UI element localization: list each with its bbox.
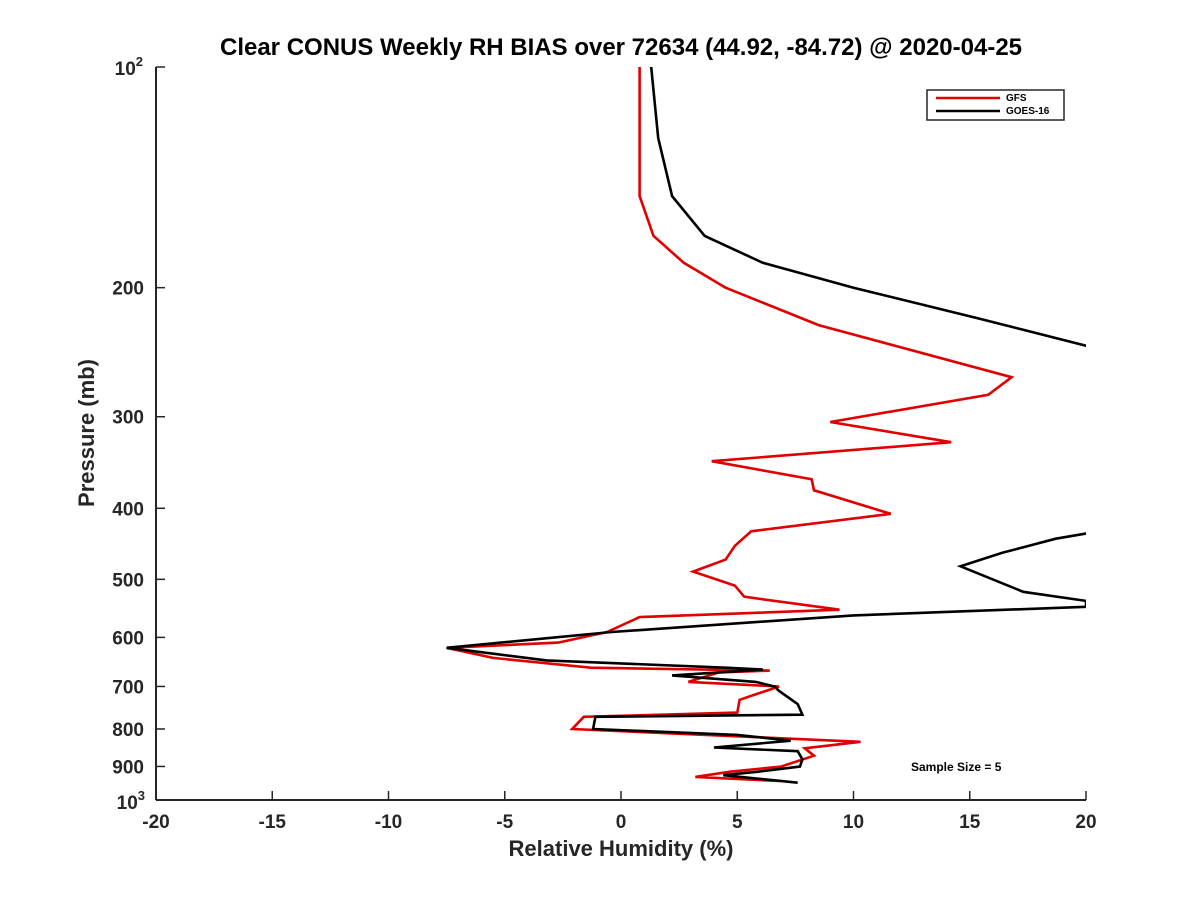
series-line-goes16 [446,67,1086,784]
ticks-layer: -20 -15 -10 -5 0 5 10 15 20 200 300 400 500 600 700 800… [112,66,1097,833]
y-tick-label: 600 [112,628,144,649]
x-tick-label: 10 [843,812,864,833]
y-axis-label: Pressure (mb) [74,359,99,507]
x-tick-label: 15 [959,812,981,833]
sample-size-annotation: Sample Size = 5 [911,760,1002,774]
legend-label-goes16: GOES-16 [1006,106,1050,117]
chart-title: Clear CONUS Weekly RH BIAS over 72634 (4… [220,34,1022,61]
y-tick-label: 300 [112,408,144,429]
x-tick-label: 0 [616,812,627,833]
legend: GFS GOES-16 [926,89,1065,121]
y-tick-label: 400 [112,499,144,520]
series-line-gfs [446,67,1015,783]
y-tick-label: 800 [112,720,144,741]
x-tick-label: -20 [142,812,169,833]
legend-box [926,89,1065,121]
x-tick-label: 5 [732,812,743,833]
x-axis-label: Relative Humidity (%) [509,836,734,861]
x-tick-label: -10 [375,812,402,833]
series-layer [446,67,1086,784]
legend-label-gfs: GFS [1006,93,1027,104]
x-tick-label: -5 [496,812,513,833]
y-tick-label-min: 102 [115,54,143,80]
y-tick-label-max: 103 [117,788,145,814]
plot-area [156,67,1086,800]
y-tick-label: 200 [112,279,144,300]
x-tick-label: 20 [1075,812,1096,833]
y-tick-label: 500 [112,570,144,591]
y-tick-label: 700 [112,677,144,698]
y-tick-label: 900 [112,757,144,778]
x-tick-label: -15 [259,812,287,833]
